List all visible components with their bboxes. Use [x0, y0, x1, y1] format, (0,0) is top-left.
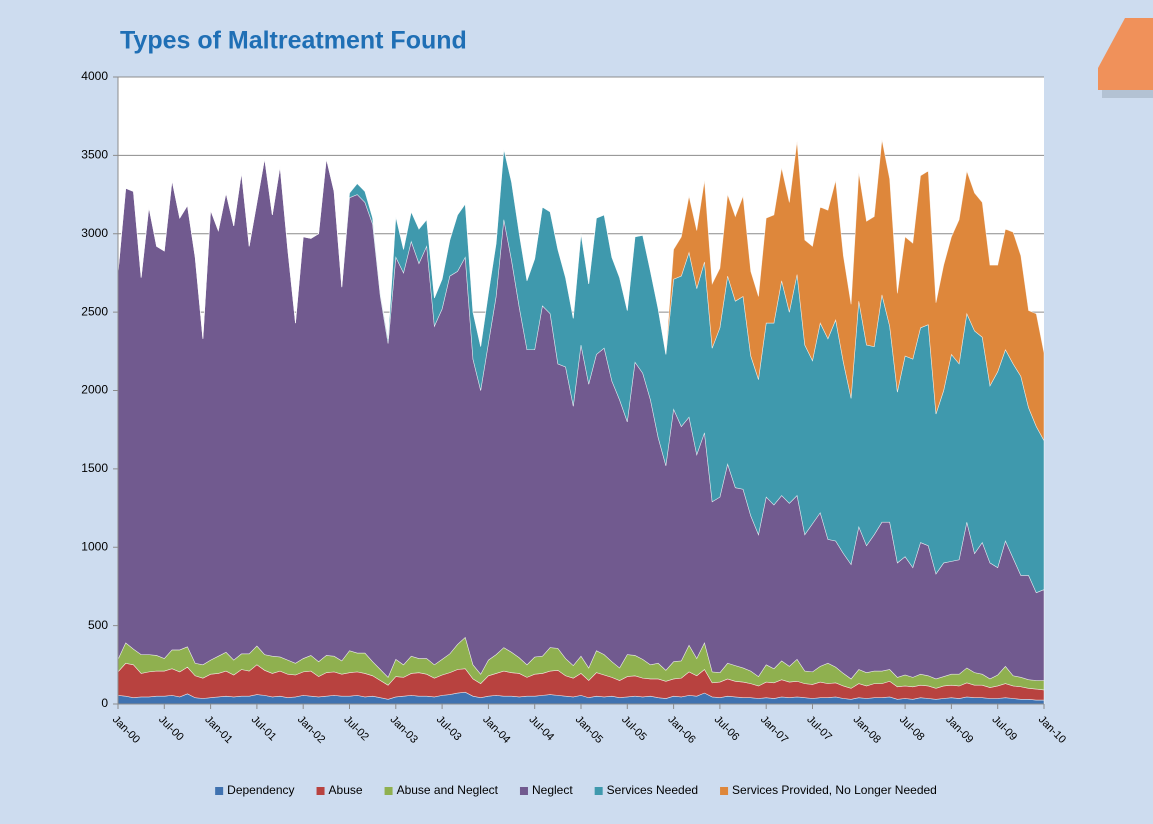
deco-badge — [1098, 18, 1153, 90]
chart-title: Types of Maltreatment Found — [120, 27, 467, 55]
y-tick-label: 1000 — [81, 539, 108, 553]
legend-label: Dependency — [227, 783, 294, 797]
y-tick-label: 4000 — [81, 69, 108, 83]
area — [117, 139, 1045, 441]
legend-label: Services Provided, No Longer Needed — [732, 783, 937, 797]
legend-swatch — [215, 787, 224, 795]
areas — [117, 139, 1045, 705]
y-tick-label: 3000 — [81, 226, 108, 240]
y-tick-label: 0 — [101, 696, 108, 710]
y-tick-label: 1500 — [81, 461, 108, 475]
legend-swatch — [384, 787, 393, 795]
legend-swatch — [519, 787, 528, 795]
y-tick-label: 2500 — [81, 304, 108, 318]
legend-swatch — [316, 787, 325, 795]
legend-swatch — [594, 787, 603, 795]
legend-label: Abuse and Neglect — [397, 783, 499, 797]
legend-label: Neglect — [532, 783, 573, 797]
legend-swatch — [720, 787, 729, 795]
y-tick-label: 2000 — [81, 383, 108, 397]
y-tick-label: 500 — [88, 618, 108, 632]
legend-label: Services Needed — [607, 783, 698, 797]
y-tick-label: 3500 — [81, 148, 108, 162]
legend-label: Abuse — [329, 783, 363, 797]
legend: Dependency Abuse Abuse and Neglect Neglect S… — [215, 783, 937, 797]
